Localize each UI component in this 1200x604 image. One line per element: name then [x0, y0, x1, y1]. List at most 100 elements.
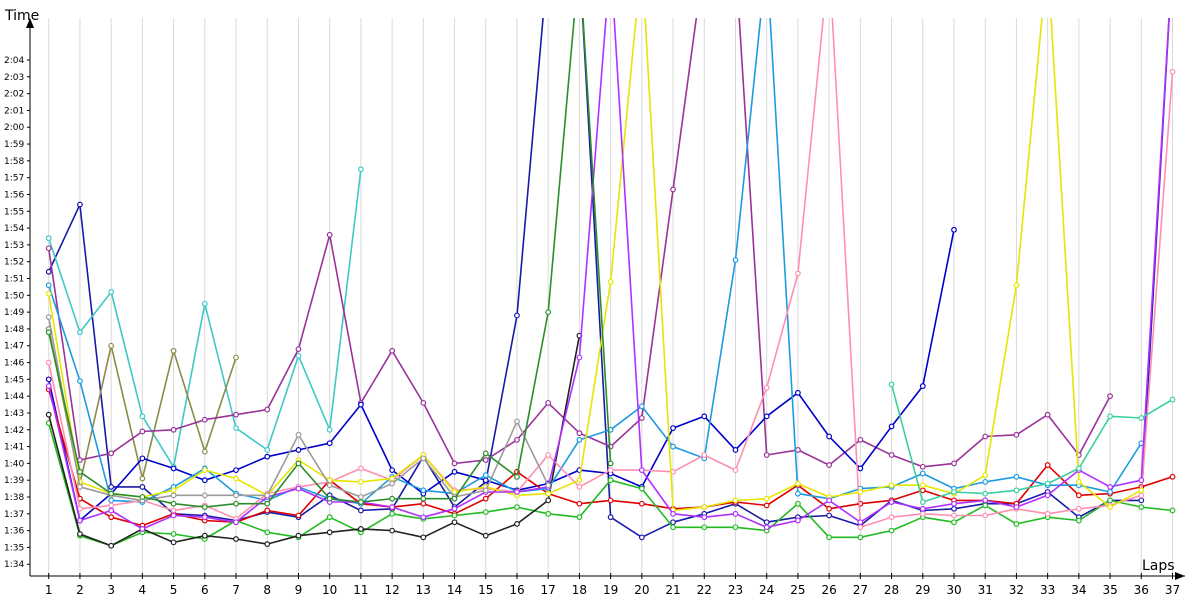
data-point [108, 507, 115, 514]
data-point [545, 510, 552, 517]
data-point [576, 500, 583, 507]
data-point [919, 505, 926, 512]
data-point [420, 399, 427, 406]
data-point [170, 347, 177, 354]
data-point [514, 520, 520, 527]
data-point [857, 524, 864, 531]
data-point [951, 226, 957, 233]
data-point [670, 510, 676, 517]
data-point [982, 478, 989, 485]
y-tick-label: 1:43 [4, 409, 24, 419]
data-point [45, 245, 52, 252]
axes [26, 18, 1185, 580]
data-point [139, 455, 146, 462]
data-point [919, 463, 926, 470]
data-point [326, 426, 333, 433]
data-point [170, 512, 177, 519]
x-tick-label: 27 [853, 583, 868, 597]
data-point [545, 399, 552, 406]
data-point [607, 497, 614, 504]
x-tick-label: 22 [697, 583, 712, 597]
y-tick-label: 1:56 [4, 190, 24, 200]
data-point [420, 455, 427, 462]
data-point [763, 413, 770, 420]
data-point [1013, 473, 1020, 480]
data-point [45, 268, 52, 275]
data-point [389, 495, 396, 502]
data-point [763, 495, 770, 502]
data-point [982, 512, 989, 519]
data-point [326, 440, 333, 447]
y-tick-label: 1:54 [4, 224, 24, 234]
series-12 [45, 18, 1170, 532]
data-point [826, 462, 833, 468]
x-tick-label: 23 [728, 583, 743, 597]
data-point [201, 504, 208, 510]
data-point [77, 468, 83, 475]
data-point [233, 519, 239, 526]
data-point [420, 500, 427, 507]
data-point [201, 448, 208, 455]
data-point [732, 524, 739, 531]
data-point [576, 354, 583, 361]
data-point [514, 418, 520, 425]
data-point [389, 504, 396, 510]
data-point [982, 497, 989, 504]
x-tick-label: 35 [1102, 583, 1117, 597]
data-point [607, 278, 614, 285]
data-point [357, 507, 364, 514]
y-tick-label: 1:50 [4, 291, 24, 301]
y-tick-label: 1:39 [4, 476, 24, 486]
data-point [888, 527, 895, 534]
data-point [763, 384, 770, 391]
data-point [701, 413, 708, 420]
data-point [701, 504, 708, 510]
data-point [326, 529, 333, 536]
data-point [45, 359, 52, 366]
series-10 [45, 18, 1176, 531]
y-tick-label: 1:35 [4, 543, 24, 553]
data-point [108, 542, 115, 549]
data-point [482, 532, 489, 539]
data-point [1138, 487, 1145, 494]
data-point [451, 505, 458, 512]
data-point [139, 413, 146, 420]
x-tick-label: 32 [1009, 583, 1024, 597]
data-point [732, 257, 739, 263]
data-point [170, 539, 177, 546]
y-tick-label: 1:41 [4, 443, 24, 453]
x-tick-label: 17 [541, 583, 556, 597]
x-tick-label: 19 [603, 583, 618, 597]
data-point [576, 477, 583, 484]
data-point [1107, 393, 1113, 400]
data-point [201, 532, 208, 539]
data-point [795, 270, 801, 277]
x-tick-label: 11 [353, 583, 368, 597]
data-point [638, 534, 645, 541]
data-point [264, 447, 271, 453]
x-tick-label: 13 [416, 583, 431, 597]
data-point [638, 467, 645, 474]
data-point [1075, 505, 1082, 512]
data-point [576, 514, 583, 521]
data-point [201, 416, 208, 423]
data-point [1013, 504, 1020, 510]
data-point [45, 376, 52, 383]
data-point [233, 467, 239, 474]
x-tick-label: 6 [201, 583, 209, 597]
data-point [357, 401, 364, 408]
data-point [1044, 462, 1051, 468]
data-point [670, 425, 676, 431]
x-tick-label: 8 [263, 583, 271, 597]
x-tick-label: 37 [1165, 583, 1180, 597]
data-point [1075, 492, 1082, 499]
data-point [1107, 413, 1113, 420]
data-point [732, 510, 739, 517]
data-point [295, 447, 302, 453]
data-point [951, 489, 957, 495]
series-line [47, 229, 955, 522]
data-point [670, 519, 676, 526]
series-14 [45, 18, 614, 510]
x-tick-label: 20 [634, 583, 649, 597]
